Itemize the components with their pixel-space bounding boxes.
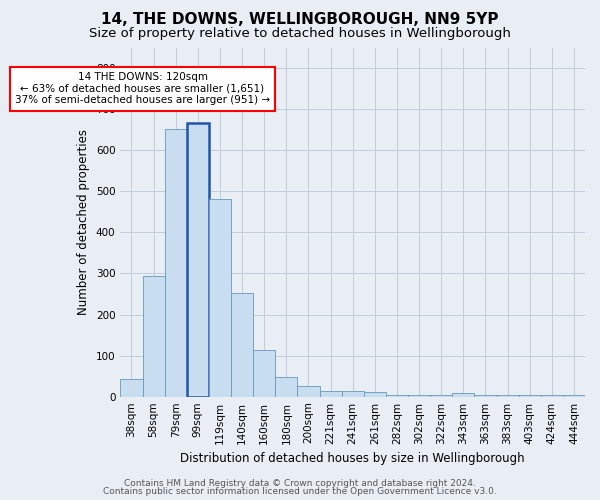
Bar	[430, 394, 452, 396]
Bar	[320, 391, 341, 396]
Text: 14, THE DOWNS, WELLINGBOROUGH, NN9 5YP: 14, THE DOWNS, WELLINGBOROUGH, NN9 5YP	[101, 12, 499, 28]
Bar	[475, 394, 497, 396]
Bar	[121, 379, 143, 396]
Bar	[298, 386, 320, 396]
Bar	[386, 394, 408, 396]
Bar	[364, 392, 386, 396]
Bar	[253, 350, 275, 397]
Bar	[563, 394, 585, 396]
Bar	[452, 392, 475, 396]
Bar	[187, 124, 209, 396]
Bar	[408, 394, 430, 396]
Y-axis label: Number of detached properties: Number of detached properties	[77, 129, 91, 315]
Bar	[143, 276, 164, 396]
Text: Size of property relative to detached houses in Wellingborough: Size of property relative to detached ho…	[89, 28, 511, 40]
Text: 14 THE DOWNS: 120sqm
← 63% of detached houses are smaller (1,651)
37% of semi-de: 14 THE DOWNS: 120sqm ← 63% of detached h…	[15, 72, 270, 106]
Text: Contains public sector information licensed under the Open Government Licence v3: Contains public sector information licen…	[103, 487, 497, 496]
Bar	[341, 391, 364, 396]
Bar	[164, 129, 187, 396]
Bar	[275, 377, 298, 396]
Bar	[231, 292, 253, 397]
Bar	[209, 200, 231, 396]
X-axis label: Distribution of detached houses by size in Wellingborough: Distribution of detached houses by size …	[181, 452, 525, 465]
Text: Contains HM Land Registry data © Crown copyright and database right 2024.: Contains HM Land Registry data © Crown c…	[124, 478, 476, 488]
